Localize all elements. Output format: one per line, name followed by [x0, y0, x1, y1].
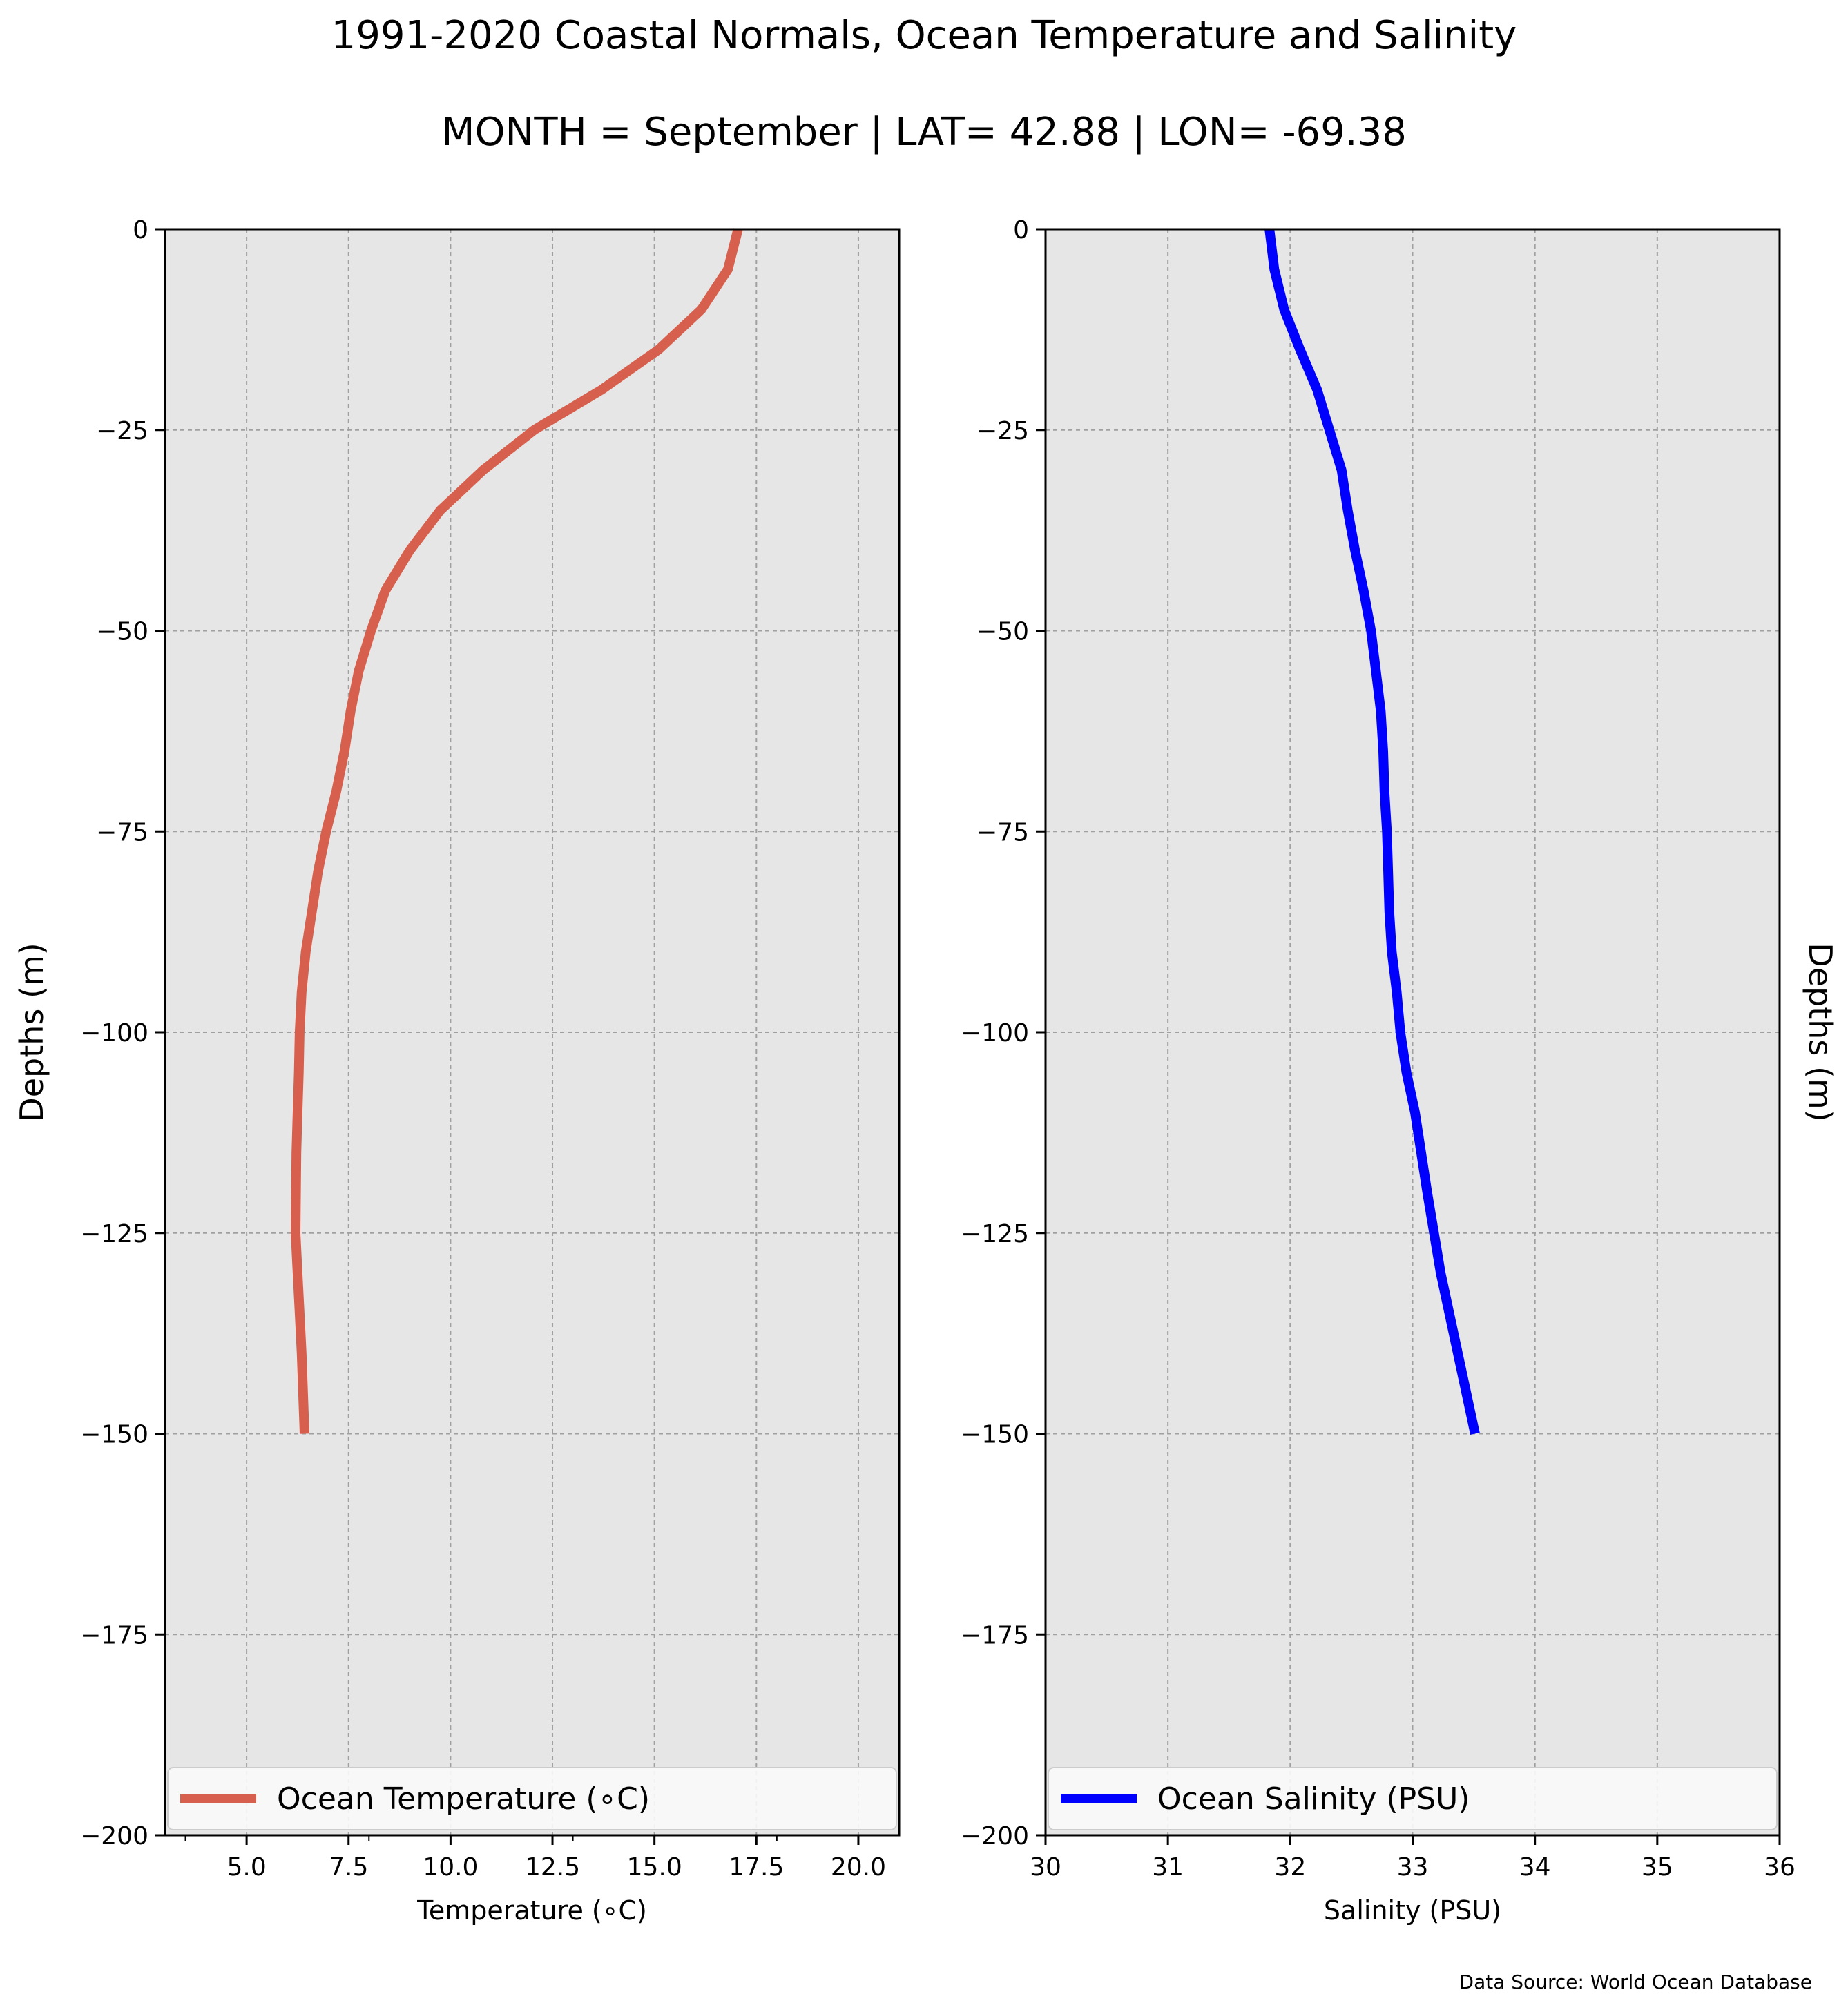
legend-box — [1048, 1767, 1778, 1830]
series-line — [1264, 229, 1480, 1435]
y-tick-label: −50 — [96, 618, 148, 646]
y-tick-label: −200 — [961, 1822, 1029, 1850]
x-tick-label: 34 — [1519, 1853, 1551, 1881]
data-source-note: Data Source: World Ocean Database — [1459, 1971, 1812, 1993]
legend-label: Ocean Salinity (PSU) — [1157, 1781, 1470, 1817]
x-tick-label: 20.0 — [831, 1853, 886, 1881]
x-tick-label: 7.5 — [329, 1853, 368, 1881]
figure-subtitle: MONTH = September | LAT= 42.88 | LON= -6… — [441, 110, 1407, 155]
y-tick-label: −100 — [961, 1019, 1029, 1047]
y-tick-label: −75 — [96, 818, 148, 846]
y-tick-label: −150 — [80, 1421, 148, 1449]
series-line — [291, 228, 743, 1434]
y-axis-label: Depths (m) — [1802, 942, 1839, 1121]
y-tick-label: −200 — [80, 1822, 148, 1850]
x-tick-label: 15.0 — [627, 1853, 682, 1881]
y-tick-label: −175 — [80, 1621, 148, 1649]
x-tick-label: 31 — [1152, 1853, 1184, 1881]
legend-label: Ocean Temperature (∘C) — [277, 1781, 650, 1817]
x-axis-label: Salinity (PSU) — [1324, 1895, 1501, 1926]
y-tick-label: −125 — [961, 1220, 1029, 1248]
legend-box — [167, 1767, 897, 1830]
x-tick-label: 12.5 — [525, 1853, 580, 1881]
x-axis-label: Temperature (∘C) — [416, 1895, 647, 1926]
temperature-panel: Ocean Temperature (∘C) 5.0 7.5 10.0 12.5 15.0… — [13, 216, 901, 1926]
x-tick-label: 32 — [1274, 1853, 1306, 1881]
y-tick-label: −25 — [976, 417, 1029, 445]
x-tick-label: 17.5 — [729, 1853, 784, 1881]
y-axis-label: Depths (m) — [13, 942, 50, 1121]
y-tick-label: −125 — [80, 1220, 148, 1248]
x-tick-label: 5.0 — [227, 1853, 266, 1881]
salinity-panel: Ocean Salinity (PSU) 30 31 32 33 34 35 36 0 −25 −5… — [961, 216, 1839, 1926]
y-tick-label: −25 — [96, 417, 148, 445]
figure-title: 1991-2020 Coastal Normals, Ocean Tempera… — [331, 13, 1517, 58]
y-tick-label: −75 — [976, 818, 1029, 846]
y-tick-label: −50 — [976, 618, 1029, 646]
x-tick-label: 10.0 — [423, 1853, 478, 1881]
y-tick-label: −100 — [80, 1019, 148, 1047]
x-tick-label: 33 — [1397, 1853, 1429, 1881]
x-tick-label: 35 — [1642, 1853, 1673, 1881]
y-tick-label: 0 — [133, 216, 148, 244]
y-tick-label: −175 — [961, 1621, 1029, 1649]
y-tick-label: −150 — [961, 1421, 1029, 1449]
x-tick-label: 36 — [1764, 1853, 1796, 1881]
x-tick-label: 30 — [1030, 1853, 1061, 1881]
y-tick-label: 0 — [1013, 216, 1029, 244]
